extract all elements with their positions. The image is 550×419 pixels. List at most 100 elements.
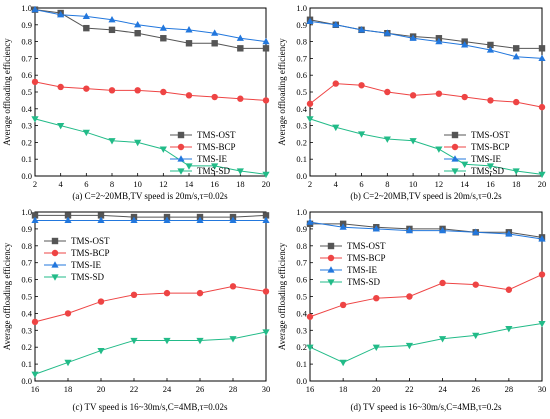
y-tick-label: 0.1 [296, 359, 307, 369]
y-tick-label: 0.8 [21, 241, 32, 251]
series-tms-ost [306, 16, 546, 52]
legend: TMS-OST TMS-BCP TMS-IE TMS-SD [320, 241, 386, 287]
data-point [461, 93, 468, 101]
data-point [384, 88, 391, 96]
y-tick-label: 1.0 [296, 207, 307, 217]
y-tick-label: 0.9 [296, 224, 307, 234]
series-tms-sd [306, 320, 546, 367]
x-tick-label: 18 [236, 179, 245, 189]
x-tick-label: 2 [33, 179, 37, 189]
legend-marker [451, 168, 459, 175]
y-tick-label: 0.2 [21, 342, 32, 352]
x-tick-label: 26 [471, 384, 480, 394]
data-point [372, 225, 380, 232]
data-point [211, 93, 218, 101]
data-point [405, 342, 414, 350]
data-point [31, 371, 39, 379]
data-point [435, 90, 443, 97]
y-tick-label: 0.6 [21, 70, 32, 80]
x-tick-label: 30 [262, 384, 271, 394]
legend-marker [451, 155, 459, 162]
y-tick-label: 0.2 [296, 342, 307, 352]
data-point [229, 216, 237, 224]
x-tick-label: 20 [538, 179, 547, 189]
data-point [538, 235, 546, 242]
data-point [97, 216, 105, 224]
series-tms-sd [306, 116, 546, 179]
data-point [512, 168, 520, 175]
data-point [57, 123, 65, 130]
data-point [306, 116, 314, 123]
series-line [309, 83, 543, 108]
y-tick-label: 0.8 [21, 37, 32, 47]
data-point [357, 131, 366, 138]
data-point [31, 5, 39, 13]
chart-panel-3: 0.0 0.1 0.2 0.3 0.4 0.5 0.6 0.7 0.8 0.9 1.0 16 18 20 2… [2, 207, 270, 412]
data-point [237, 45, 244, 52]
y-tick-label: 1.0 [21, 207, 32, 217]
data-point [405, 226, 414, 234]
series-line [34, 118, 267, 175]
data-point [538, 54, 546, 61]
data-point [262, 329, 270, 336]
data-point [159, 146, 167, 153]
data-point [57, 83, 64, 91]
y-tick-label: 0.4 [21, 104, 32, 114]
data-point [262, 45, 270, 52]
data-point [229, 283, 237, 290]
data-point [64, 212, 72, 219]
y-tick-label: 0.1 [296, 154, 307, 164]
x-tick-label: 20 [372, 384, 381, 394]
legend-label: TMS-SD [471, 166, 505, 176]
data-point [211, 163, 219, 170]
series-tms-ie [31, 5, 270, 45]
data-point [439, 279, 446, 287]
data-point [211, 29, 219, 36]
x-tick-label: 18 [64, 384, 73, 394]
chart-panel-1: 0.0 0.1 0.2 0.3 0.4 0.5 0.6 0.7 0.8 0.9 1.0 2 4 6 8 10 1… [2, 3, 270, 201]
data-point [538, 45, 546, 52]
data-point [472, 332, 480, 340]
data-point [487, 41, 494, 49]
data-point [505, 286, 513, 293]
y-tick-label: 0.9 [21, 20, 32, 30]
y-tick-label: 0.3 [21, 121, 32, 131]
y-tick-label: 0.5 [21, 292, 32, 302]
data-point [513, 98, 520, 106]
series-tms-bcp [31, 283, 270, 326]
data-point [512, 52, 520, 60]
series-line [309, 323, 543, 363]
x-tick-label: 4 [59, 179, 64, 189]
x-tick-label: 8 [110, 179, 114, 189]
y-tick-label: 0.9 [296, 20, 307, 30]
x-tick-label: 16 [210, 179, 219, 189]
data-point [409, 138, 417, 145]
x-tick-label: 18 [339, 384, 348, 394]
chart-panel-4: 0.0 0.1 0.2 0.3 0.4 0.5 0.6 0.7 0.8 0.9 1.0 16 18 20 2… [277, 207, 546, 412]
data-point [461, 161, 469, 169]
data-point [108, 26, 116, 34]
plot-frame [309, 211, 543, 382]
data-point [472, 281, 479, 288]
data-point [163, 216, 171, 224]
legend-marker [177, 143, 185, 151]
series-tms-bcp [31, 78, 270, 104]
data-point [83, 24, 90, 32]
y-tick-label: 0.3 [296, 121, 307, 131]
data-point [64, 216, 72, 224]
panel-caption: (d) TV speed is 16~30m/s,C=4MB,τ=0.2s [350, 402, 502, 412]
y-tick-label: 0.2 [21, 137, 32, 147]
data-point [57, 10, 65, 18]
data-point [196, 289, 204, 297]
data-point [130, 337, 138, 345]
chart-panel-2: 0.0 0.1 0.2 0.3 0.4 0.5 0.6 0.7 0.8 0.9 1.0 2 4 6 8 10 1… [277, 3, 546, 201]
x-tick-label: 14 [185, 179, 194, 189]
data-point [262, 97, 270, 104]
y-axis-label: Average offloading efficiency [2, 38, 12, 146]
data-point [185, 40, 193, 47]
x-tick-label: 6 [84, 179, 88, 189]
data-point [339, 223, 347, 230]
x-tick-label: 30 [538, 384, 547, 394]
x-tick-label: 22 [130, 384, 139, 394]
